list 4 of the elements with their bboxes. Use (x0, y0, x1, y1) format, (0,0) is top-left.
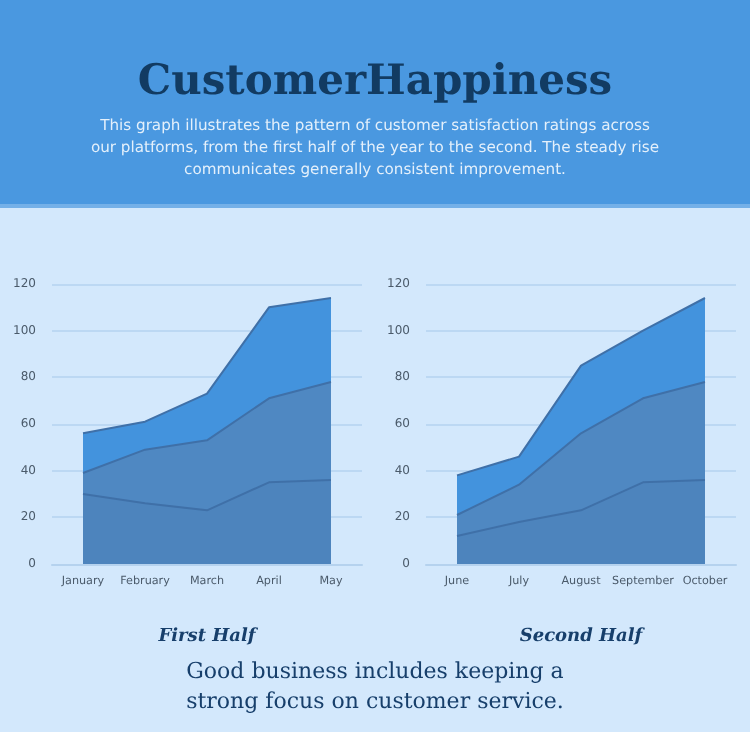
text: Good business includes keeping a strong focus on customer service. (184, 656, 566, 716)
x-axis-title: Second Half (519, 627, 647, 647)
chart-title: CustomerHappiness (135, 52, 615, 108)
x-axis-title: First Half (156, 627, 260, 647)
